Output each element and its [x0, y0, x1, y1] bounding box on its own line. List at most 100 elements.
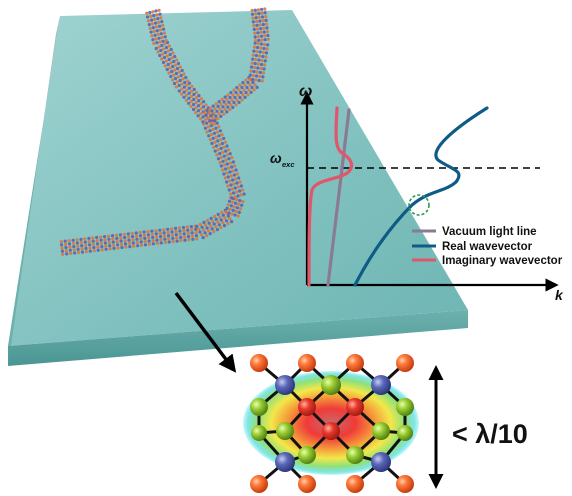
- wire-atom: [112, 243, 116, 247]
- wire-atom: [150, 34, 154, 38]
- wire-atom: [224, 158, 228, 162]
- wire-atom: [80, 244, 84, 248]
- wire-atom: [186, 235, 191, 239]
- wire-atom: [186, 228, 190, 232]
- wire-atom: [265, 22, 269, 26]
- wire-atom: [240, 203, 244, 207]
- wire-atom: [185, 225, 189, 229]
- wire-atom: [254, 57, 258, 62]
- wire-atom: [231, 208, 235, 212]
- wire-atom: [171, 236, 175, 240]
- wire-atom: [154, 229, 158, 233]
- wire-atom: [182, 229, 186, 233]
- wire-atom: [251, 16, 255, 20]
- wire-atom: [265, 30, 270, 34]
- wire-atom: [190, 89, 194, 93]
- wire-atom: [234, 201, 238, 205]
- wire-atom: [216, 104, 220, 108]
- wire-atom: [230, 165, 234, 169]
- wire-atom: [259, 30, 263, 34]
- wire-atom: [258, 74, 262, 79]
- wire-atom: [172, 59, 176, 64]
- wire-atom: [207, 111, 211, 115]
- wire-atom: [164, 59, 168, 63]
- wire-atom: [155, 238, 159, 242]
- wire-atom: [120, 245, 124, 250]
- wire-atom: [83, 237, 87, 241]
- wire-atom: [223, 216, 227, 220]
- wire-atom: [154, 46, 158, 51]
- wire-atom: [168, 66, 172, 70]
- wire-atom: [216, 220, 220, 224]
- lattice-atom: [346, 475, 364, 493]
- wire-atom: [206, 116, 210, 120]
- wire-atom: [207, 221, 211, 225]
- wire-atom: [84, 246, 88, 250]
- wire-atom: [257, 58, 261, 62]
- wire-atom: [200, 233, 204, 237]
- size-label: < λ/10: [452, 419, 528, 449]
- wire-atom: [179, 73, 183, 78]
- wire-atom: [233, 213, 237, 217]
- wire-atom: [75, 238, 79, 242]
- wire-atom: [183, 235, 187, 239]
- wire-atom: [214, 217, 218, 221]
- wire-atom: [226, 105, 230, 109]
- wire-atom: [260, 38, 264, 42]
- wire-atom: [127, 241, 131, 245]
- wire-atom: [84, 243, 88, 247]
- wire-atom: [177, 83, 181, 88]
- wire-atom: [127, 238, 131, 242]
- wire-atom: [104, 244, 108, 248]
- wire-atom: [211, 136, 215, 140]
- wire-atom: [91, 239, 95, 243]
- wire-atom: [266, 43, 270, 47]
- wire-atom: [165, 54, 169, 58]
- wire-atom: [225, 153, 229, 157]
- wire-atom: [239, 90, 243, 95]
- wire-atom: [167, 57, 171, 62]
- wire-atom: [205, 234, 209, 238]
- y-axis-label: ω: [299, 83, 312, 100]
- wire-atom: [196, 114, 200, 118]
- wire-atom: [218, 215, 222, 219]
- wire-atom: [251, 57, 255, 61]
- lattice-atom: [346, 446, 364, 464]
- wire-atom: [116, 243, 120, 247]
- wire-atom: [112, 246, 116, 250]
- wire-atom: [221, 168, 225, 172]
- wire-atom: [208, 232, 212, 236]
- wire-atom: [237, 100, 241, 104]
- wire-atom: [232, 205, 236, 209]
- wire-atom: [181, 77, 185, 81]
- wire-atom: [212, 111, 216, 116]
- wire-atom: [178, 65, 182, 69]
- wire-atom: [232, 182, 236, 186]
- wire-atom: [67, 239, 71, 243]
- wire-atom: [205, 121, 209, 125]
- lattice-atom: [397, 425, 413, 441]
- wire-atom: [237, 88, 241, 92]
- wire-atom: [222, 112, 226, 116]
- wire-atom: [151, 239, 155, 243]
- lattice-atom: [298, 446, 316, 464]
- wire-atom: [60, 243, 64, 247]
- wire-atom: [116, 246, 120, 250]
- wire-atom: [110, 234, 115, 238]
- wire-atom: [216, 148, 220, 152]
- wire-atom: [192, 87, 196, 91]
- wire-atom: [265, 26, 269, 30]
- wire-atom: [258, 23, 262, 27]
- wire-atom: [126, 232, 130, 236]
- wire-atom: [201, 115, 205, 119]
- wire-atom: [153, 33, 157, 37]
- wire-atom: [103, 235, 107, 239]
- wire-atom: [118, 233, 122, 237]
- wire-atom: [200, 225, 204, 229]
- wire-atom: [205, 218, 210, 222]
- wire-atom: [226, 184, 230, 188]
- wire-atom: [258, 50, 262, 54]
- wire-atom: [228, 170, 232, 174]
- wire-atom: [220, 97, 224, 101]
- wire-atom: [219, 226, 223, 230]
